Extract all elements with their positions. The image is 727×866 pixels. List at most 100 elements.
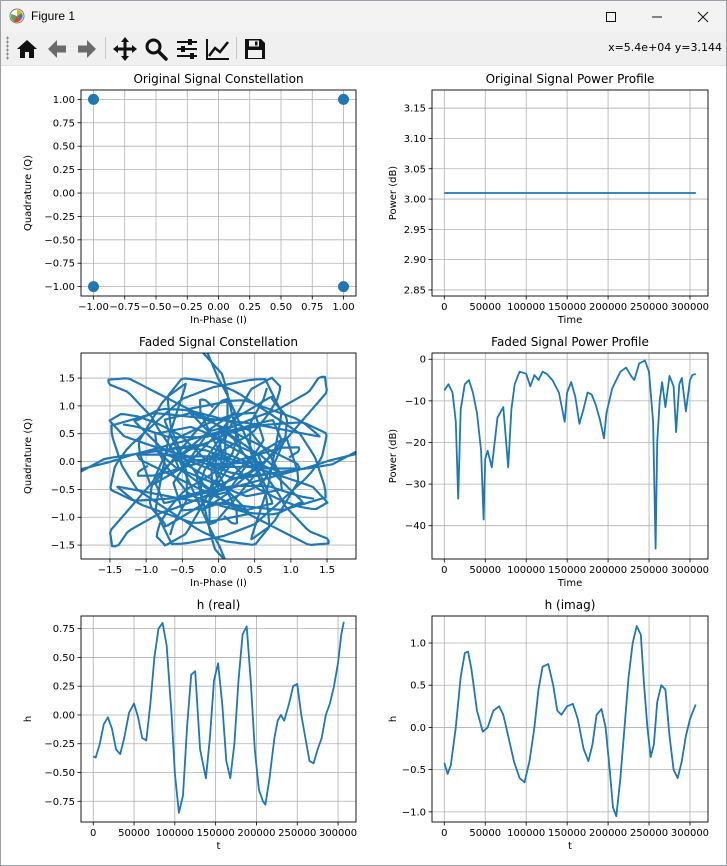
home-button[interactable] xyxy=(13,35,41,63)
x-tick-label: 50000 xyxy=(469,302,501,313)
y-tick-label: 2.95 xyxy=(404,225,426,236)
y-tick-label: −0.5 xyxy=(51,485,75,496)
forward-button[interactable] xyxy=(73,35,101,63)
x-tick-label: 0 xyxy=(441,828,447,839)
y-tick-label: 0.00 xyxy=(53,710,75,721)
y-tick-label: 1.0 xyxy=(410,639,426,650)
y-tick-label: 0.50 xyxy=(53,142,75,153)
toolbar-separator xyxy=(105,37,106,59)
x-tick-label: −1.00 xyxy=(78,302,109,313)
series-line xyxy=(92,621,345,814)
save-button[interactable] xyxy=(241,35,269,63)
subplot-4[interactable]: 0 50000 100000 150000 200000 250000 300000 −40 −… xyxy=(388,335,709,589)
x-axis-label: In-Phase (I) xyxy=(190,315,247,326)
subplot-2[interactable]: 0 50000 100000 150000 200000 250000 300000 2.85… xyxy=(388,72,709,326)
scatter-point xyxy=(338,281,349,293)
toolbar-grip[interactable] xyxy=(6,36,9,60)
close-icon xyxy=(697,11,709,22)
x-tick-label: 300000 xyxy=(671,302,709,313)
axes-frame xyxy=(80,89,357,297)
y-tick-label: −0.75 xyxy=(44,259,75,270)
close-button[interactable] xyxy=(680,1,726,32)
x-tick-label: 150000 xyxy=(548,302,586,313)
x-tick-label: 300000 xyxy=(671,828,709,839)
navigation-toolbar: x=5.4e+04 y=3.144 xyxy=(1,32,726,66)
y-axis-label: Quadrature (Q) xyxy=(23,155,34,231)
y-tick-label: −0.50 xyxy=(44,235,75,246)
maximize-button[interactable] xyxy=(588,1,634,32)
move-icon xyxy=(113,37,137,61)
back-button[interactable] xyxy=(43,35,71,63)
x-tick-label: 250000 xyxy=(630,565,668,576)
matplotlib-icon xyxy=(9,8,25,24)
y-tick-label: −0.25 xyxy=(44,739,75,750)
x-tick-label: 0.50 xyxy=(270,302,292,313)
figure-canvas[interactable]: −1.00 −0.75 −0.50 −0.25 0.00 0.25 0.50 0.75 1.00… xyxy=(1,66,726,865)
maximize-icon xyxy=(606,11,616,22)
subplot-1[interactable]: −1.00 −0.75 −0.50 −0.25 0.00 0.25 0.50 0.75 1.00… xyxy=(23,72,357,326)
y-tick-label: −0.5 xyxy=(402,765,426,776)
edit-axes-button[interactable] xyxy=(204,35,232,63)
x-tick-label: 100000 xyxy=(507,302,545,313)
y-tick-label: 0.25 xyxy=(53,165,75,176)
y-tick-label: 0.5 xyxy=(410,681,426,692)
pan-button[interactable] xyxy=(111,35,139,63)
y-tick-label: −30 xyxy=(405,480,426,491)
scatter-point xyxy=(88,281,99,293)
y-axis-label: Power (dB) xyxy=(388,429,399,484)
axes-frame xyxy=(431,615,709,823)
x-tick-label: 50000 xyxy=(469,565,501,576)
y-tick-label: −20 xyxy=(405,438,426,449)
magnifier-icon xyxy=(145,38,168,61)
y-tick-label: 0.50 xyxy=(53,653,75,664)
y-tick-label: 2.90 xyxy=(404,255,426,266)
x-tick-label: −1.0 xyxy=(134,565,158,576)
home-icon xyxy=(17,40,37,58)
x-tick-label: 300000 xyxy=(671,565,709,576)
y-tick-label: −0.50 xyxy=(44,768,75,779)
x-axis-label: In-Phase (I) xyxy=(190,578,247,589)
y-tick-label: −1.5 xyxy=(51,541,75,552)
data-layer xyxy=(443,359,697,550)
series-line xyxy=(443,359,697,550)
configure-subplots-button[interactable] xyxy=(173,35,201,63)
data-layer xyxy=(81,353,356,559)
x-axis-label: Time xyxy=(557,578,582,589)
subplot-title: Faded Signal Power Profile xyxy=(491,335,649,349)
x-axis-label: t xyxy=(217,841,221,852)
axes-frame xyxy=(80,615,357,823)
line-chart-icon xyxy=(206,39,229,60)
axes-frame xyxy=(431,352,709,560)
x-axis-label: t xyxy=(568,841,572,852)
minimize-button[interactable] xyxy=(634,1,680,32)
x-tick-label: 50000 xyxy=(469,828,501,839)
x-tick-label: 100000 xyxy=(507,828,545,839)
x-tick-label: 0.5 xyxy=(247,565,263,576)
x-tick-label: −0.25 xyxy=(172,302,203,313)
x-tick-label: 1.00 xyxy=(332,302,354,313)
subplot-6[interactable]: 0 50000 100000 150000 200000 250000 300000 −1.0… xyxy=(388,598,709,852)
y-axis-label: Quadrature (Q) xyxy=(23,418,34,494)
y-tick-label: 0.0 xyxy=(410,723,426,734)
x-axis-label: Time xyxy=(557,315,582,326)
series-line xyxy=(443,625,697,817)
subplot-3[interactable]: −1.5 −1.0 −0.5 0.0 0.5 1.0 1.5 −1.5 −1.0 −0.5 0.0 0… xyxy=(23,335,383,589)
scatter-point xyxy=(88,93,99,105)
y-tick-label: −1.0 xyxy=(402,807,426,818)
x-tick-label: 0.25 xyxy=(239,302,261,313)
x-tick-label: 100000 xyxy=(156,828,194,839)
figure-svg[interactable]: −1.00 −0.75 −0.50 −0.25 0.00 0.25 0.50 0.75 1.00… xyxy=(1,66,726,865)
subplot-title: Faded Signal Constellation xyxy=(139,335,298,349)
y-tick-label: 3.10 xyxy=(404,134,426,145)
y-axis-label: h xyxy=(388,716,399,722)
x-tick-label: 50000 xyxy=(118,828,150,839)
x-tick-label: 150000 xyxy=(548,565,586,576)
y-tick-label: −0.25 xyxy=(44,212,75,223)
subplot-5[interactable]: 0 50000 100000 150000 200000 250000 300000 −0.7… xyxy=(23,598,357,852)
zoom-button[interactable] xyxy=(142,35,170,63)
x-tick-label: −0.75 xyxy=(109,302,140,313)
subplot-title: Original Signal Power Profile xyxy=(486,72,655,86)
data-layer xyxy=(92,621,345,814)
scatter-point xyxy=(338,93,349,105)
